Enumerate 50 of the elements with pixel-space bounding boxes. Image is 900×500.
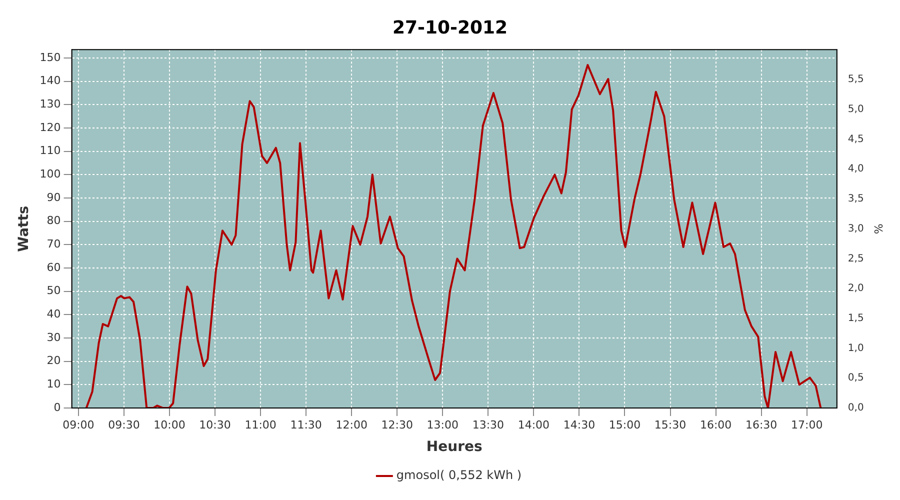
y-tick-label: 150 [40,50,61,64]
x-tick-label: 13:30 [472,418,504,432]
y2-tick-label: 1,0 [848,342,864,354]
y-tick-label: 80 [46,214,61,228]
y-tick-label: 90 [46,190,61,204]
x-tick-label: 16:00 [700,418,732,432]
y-tick-label: 20 [46,354,61,368]
y2-tick-label: 0,0 [848,402,864,414]
x-tick-label: 09:00 [62,418,94,432]
y-tick-label: 130 [40,98,61,111]
y2-tick-label: 3,0 [848,223,864,234]
y2-tick-label: 5,5 [848,74,864,86]
x-tick-label: 12:00 [336,418,368,432]
x-tick-label: 11:00 [244,418,276,432]
x-tick-label: 14:00 [518,418,550,432]
y-tick-label: 140 [40,74,61,88]
x-tick-label: 09:30 [108,418,140,432]
x-tick-label: 17:00 [791,418,823,432]
y-tick-label: 0 [54,400,61,414]
x-tick-label: 14:30 [563,418,596,432]
y-tick-label: 50 [46,284,61,298]
x-tick-label: 10:30 [199,418,231,432]
y-tick-label: 40 [46,308,61,321]
y2-axis-title: % [872,224,885,234]
x-tick-label: 12:30 [381,418,413,432]
x-tick-label: 16:30 [745,418,778,432]
y2-tick-label: 0,5 [848,372,864,384]
legend-label: gmosol( 0,552 kWh ) [396,468,522,482]
y2-tick-label: 4,0 [848,164,864,175]
x-tick-label: 13:00 [426,418,458,432]
y-tick-label: 70 [46,238,61,251]
y2-tick-label: 2,0 [848,283,864,294]
y-tick-label: 30 [46,330,61,344]
y-tick-label: 60 [46,260,61,274]
y-tick-label: 100 [40,168,61,181]
y-tick-label: 10 [46,378,61,391]
y-tick-label: 120 [40,120,61,134]
x-tick-label: 15:00 [608,418,641,432]
y2-tick-label: 1,5 [848,312,864,324]
y-tick-label: 110 [40,144,61,158]
y2-tick-label: 2,5 [848,253,864,264]
x-axis-title: Heures [426,439,482,456]
y-axis-title: Watts [16,206,32,252]
x-tick-label: 11:30 [290,418,322,432]
y2-tick-label: 5,0 [848,104,864,115]
y2-tick-label: 4,5 [848,134,864,145]
x-tick-label: 15:30 [654,418,686,432]
y2-tick-label: 3,5 [848,194,864,205]
chart-title: 27-10-2012 [392,17,508,38]
x-tick-label: 10:00 [154,418,186,432]
